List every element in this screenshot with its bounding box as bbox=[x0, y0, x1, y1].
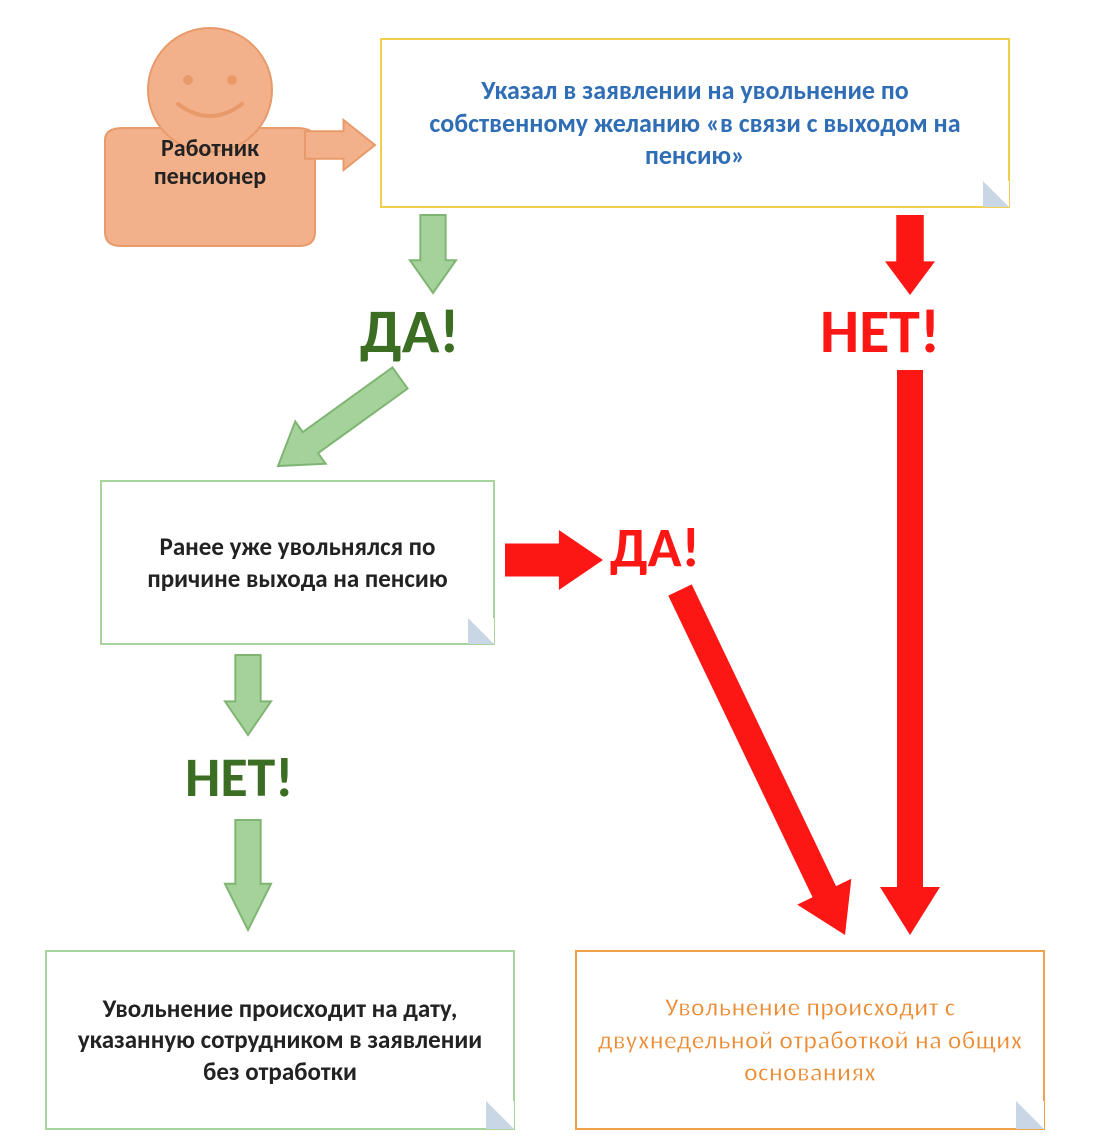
node-worker-label: Работник пенсионер bbox=[110, 135, 310, 190]
worker-text: Работник пенсионер bbox=[154, 134, 266, 191]
node-outcome-no-work: Увольнение происходит на дату, указанную… bbox=[45, 950, 515, 1130]
label-no1-text: НЕТ! bbox=[820, 293, 940, 369]
node-outcome-two-weeks: Увольнение происходит с двухнедельной от… bbox=[575, 950, 1045, 1130]
label-yes2: ДА! bbox=[610, 520, 700, 576]
out2-text: Увольнение происходит с двухнедельной от… bbox=[595, 991, 1025, 1089]
label-yes2-text: ДА! bbox=[610, 514, 700, 582]
label-no1: НЕТ! bbox=[820, 300, 940, 362]
node-q2: Ранее уже увольнялся по причине выхода н… bbox=[100, 480, 495, 645]
q2-text: Ранее уже увольнялся по причине выхода н… bbox=[120, 531, 475, 594]
label-yes1: ДА! bbox=[360, 300, 459, 362]
out1-text: Увольнение происходит на дату, указанную… bbox=[65, 993, 495, 1087]
label-no2-text: НЕТ! bbox=[185, 744, 293, 812]
q1-text: Указал в заявлении на увольнение по собс… bbox=[400, 74, 990, 172]
fold-icon bbox=[983, 181, 1009, 207]
fold-icon bbox=[486, 1101, 514, 1129]
label-no2: НЕТ! bbox=[185, 750, 293, 806]
fold-icon bbox=[1016, 1101, 1044, 1129]
fold-icon bbox=[468, 618, 494, 644]
label-yes1-text: ДА! bbox=[360, 293, 459, 369]
node-q1: Указал в заявлении на увольнение по собс… bbox=[380, 38, 1010, 208]
